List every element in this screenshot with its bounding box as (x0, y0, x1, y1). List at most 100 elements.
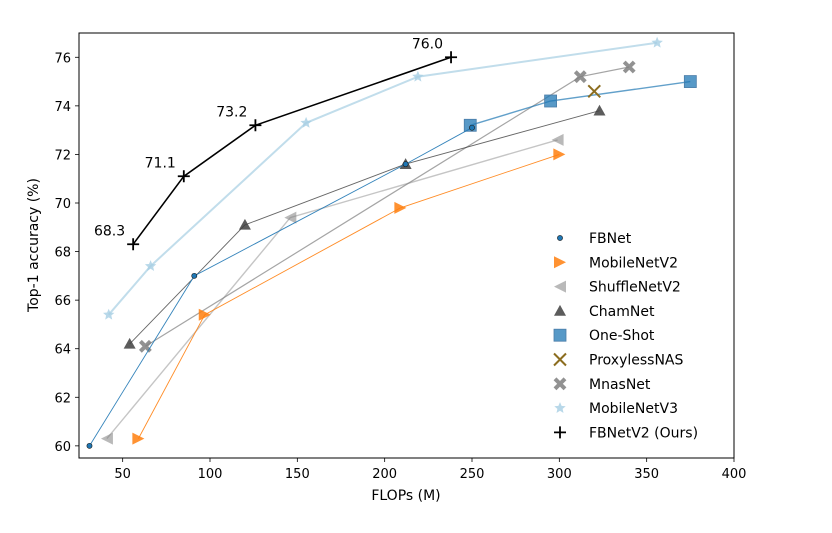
y-tick-label: 66 (54, 294, 71, 309)
data-point-shufflenetv2-1 (284, 211, 297, 224)
legend-item-mobilenetv2: MobileNetV2 (554, 255, 678, 271)
x-tick-label: 400 (722, 467, 747, 482)
annotation-label: 73.2 (216, 104, 247, 120)
legend-item-fbnet: FBNet (557, 231, 632, 247)
legend-item-proxylessnas: ProxylessNAS (553, 352, 683, 369)
legend-marker-mobilenetv3 (554, 402, 566, 413)
data-point-one-shot-1 (544, 94, 557, 108)
series-line-mobilenetv3 (107, 41, 658, 316)
y-axis-label: Top-1 accuracy (%) (26, 178, 42, 313)
legend-marker-mobilenetv2 (554, 256, 566, 269)
data-point-fbnetv2-ours-0 (127, 238, 140, 251)
legend-item-fbnetv2-ours: FBNetV2 (Ours) (554, 425, 698, 441)
legend-item-chamnet: ChamNet (554, 304, 655, 320)
x-axis-label: FLOPs (M) (371, 488, 440, 504)
data-point-proxylessnas-0 (587, 84, 601, 98)
series-one-shot (463, 75, 697, 132)
y-tick-label: 64 (54, 343, 71, 358)
series-mobilenetv2 (132, 148, 566, 445)
legend-marker-proxylessnas (553, 352, 567, 367)
legend-marker-one-shot (553, 328, 567, 342)
legend: FBNet MobileNetV2 ShuffleNetV2 ChamNet One-S… (553, 231, 698, 441)
series-mnasnet (138, 60, 636, 353)
legend-label: MobileNetV2 (589, 255, 678, 271)
series-line-one-shot (470, 80, 691, 126)
legend-label: FBNet (589, 231, 632, 247)
y-tick-label: 74 (54, 100, 71, 115)
data-point-mnasnet-1 (573, 70, 587, 84)
legend-label: FBNetV2 (Ours) (589, 425, 698, 441)
legend-item-mnasnet: MnasNet (553, 377, 651, 393)
legend-label: MobileNetV3 (589, 401, 678, 417)
x-tick-label: 50 (114, 467, 131, 482)
series-fbnet (86, 124, 475, 449)
legend-marker-chamnet (554, 304, 566, 316)
x-tick-label: 150 (285, 467, 310, 482)
series-line-shufflenetv2 (106, 139, 558, 440)
series-mobilenetv3 (103, 36, 663, 320)
axes-layer (78, 32, 735, 459)
x-tick-label: 350 (634, 467, 659, 482)
data-point-fbnetv2-ours-3 (445, 51, 458, 64)
data-point-mobilenetv2-0 (132, 432, 145, 445)
data-point-fbnet-2 (402, 161, 409, 168)
annotation-label: 68.3 (94, 223, 125, 239)
legend-marker-shufflenetv2 (554, 280, 566, 293)
data-point-fbnet-3 (469, 124, 475, 131)
legend-item-mobilenetv3: MobileNetV3 (554, 401, 678, 417)
series-shufflenetv2 (100, 133, 564, 445)
data-point-chamnet-0 (123, 337, 136, 349)
legend-label: ShuffleNetV2 (589, 280, 681, 296)
y-tick-label: 60 (54, 440, 71, 455)
series-line-mobilenetv2 (138, 153, 560, 439)
data-point-fbnetv2-ours-2 (249, 119, 262, 132)
data-point-fbnetv2-ours-1 (177, 170, 190, 183)
data-point-shufflenetv2-2 (551, 133, 564, 146)
legend-label: One-Shot (589, 328, 655, 344)
legend-marker-mnasnet (553, 377, 567, 391)
y-tick-label: 70 (54, 197, 71, 212)
data-point-shufflenetv2-0 (100, 432, 113, 445)
data-point-mobilenetv2-2 (394, 201, 407, 214)
y-tick-label: 76 (54, 51, 71, 66)
data-point-chamnet-1 (238, 218, 251, 230)
legend-label: MnasNet (589, 377, 651, 393)
data-point-mobilenetv2-3 (553, 148, 566, 161)
ticks-layer: 50 100 150 200 250 300 350 400 60 62 64 66 68 70 72 74 7… (54, 51, 746, 482)
legend-marker-fbnetv2-ours (554, 426, 566, 439)
series-chamnet (123, 104, 606, 349)
annotation-label: 71.1 (145, 155, 176, 171)
data-point-mobilenetv3-2 (300, 116, 312, 128)
legend-marker-fbnet (557, 235, 563, 241)
x-tick-label: 300 (547, 467, 572, 482)
data-point-fbnet-0 (86, 442, 93, 449)
data-point-mobilenetv3-1 (144, 260, 157, 271)
y-tick-label: 62 (54, 391, 71, 406)
plot-frame (78, 32, 735, 459)
data-point-mobilenetv2-1 (198, 308, 211, 321)
x-tick-label: 200 (372, 467, 397, 482)
series-layer (86, 36, 697, 449)
series-line-fbnet (89, 127, 473, 447)
series-line-fbnetv2-ours (132, 56, 452, 245)
legend-label: ProxylessNAS (589, 353, 683, 369)
series-line-chamnet (129, 110, 600, 345)
legend-item-one-shot: One-Shot (553, 328, 655, 344)
annotation-layer: 68.3 71.1 73.2 76.0 (94, 36, 443, 239)
x-tick-label: 100 (198, 467, 223, 482)
legend-label: ChamNet (589, 304, 655, 320)
data-point-one-shot-2 (683, 75, 697, 88)
data-point-chamnet-3 (593, 104, 606, 116)
data-point-mobilenetv3-4 (651, 36, 663, 48)
annotation-label: 76.0 (412, 36, 443, 52)
data-point-mobilenetv3-3 (412, 70, 424, 82)
data-point-mobilenetv3-0 (103, 308, 115, 320)
series-fbnetv2-ours (127, 51, 458, 251)
y-tick-label: 68 (54, 246, 71, 261)
data-point-mnasnet-2 (622, 60, 636, 74)
x-tick-label: 250 (460, 467, 485, 482)
series-proxylessnas (587, 84, 601, 98)
legend-item-shufflenetv2: ShuffleNetV2 (554, 280, 681, 296)
y-tick-label: 72 (54, 148, 71, 163)
